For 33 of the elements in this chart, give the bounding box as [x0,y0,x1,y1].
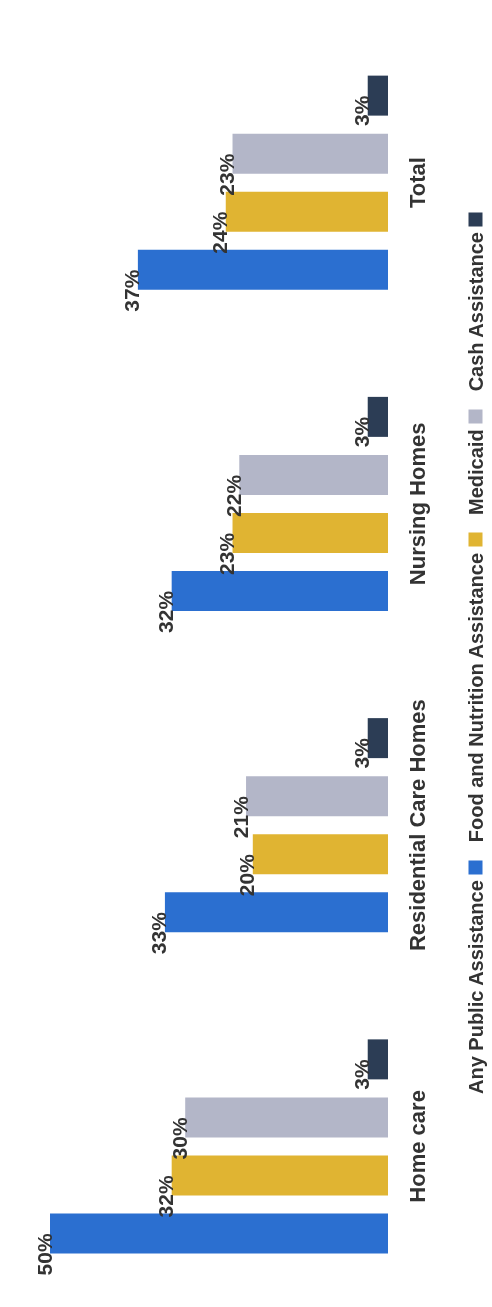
data-label: 3% [350,737,374,769]
bar [185,1097,388,1138]
data-label: 32% [154,590,178,633]
bar [367,1039,388,1080]
data-label: 3% [350,1059,374,1090]
bar [239,454,388,495]
data-label: 21% [228,795,252,839]
data-label: 22% [221,474,245,517]
legend-label: Cash Assistance [464,232,487,392]
data-label: 37% [120,269,144,312]
bar [367,396,388,437]
data-label: 20% [235,853,259,897]
data-label: 50% [32,1233,56,1276]
bar [367,75,388,116]
y-tick-label: Total [404,157,430,209]
data-label: 30% [167,1117,191,1160]
y-tick-label: Residential Care Homes [404,699,430,952]
data-label: 24% [208,211,232,254]
y-tick-label: Home care [404,1090,430,1203]
data-label: 23% [215,532,239,575]
bar [246,776,388,817]
legend-label: Food and Nutrition Assistance [464,552,487,843]
bar [367,718,388,759]
y-tick-label: Nursing Homes [404,422,430,586]
legend-label: Any Public Assistance [464,880,487,1094]
bar [232,133,388,174]
data-label: 33% [147,911,171,955]
data-label: 23% [215,153,239,196]
data-label: 3% [350,95,374,126]
bar [252,834,388,875]
data-label: 3% [350,416,374,448]
data-label: 32% [154,1175,178,1218]
legend-label: Medicaid [464,429,487,515]
